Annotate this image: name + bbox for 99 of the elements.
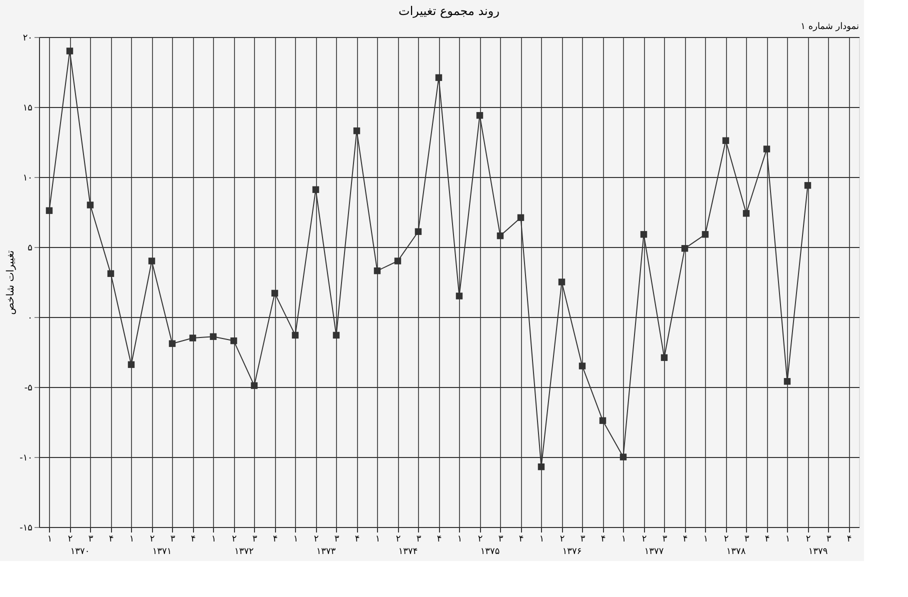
point	[578, 362, 586, 370]
point	[681, 245, 688, 252]
x-tick-label: ۱	[129, 534, 134, 544]
text: ۱۳۷۱	[152, 547, 172, 557]
point	[435, 74, 442, 81]
point	[128, 361, 135, 368]
point	[332, 332, 340, 339]
chart-title: روند مجموع تغییرات	[398, 4, 500, 18]
point	[722, 137, 730, 144]
text: ۱۳۷۰	[70, 547, 90, 557]
text: ۱۳۷۲	[234, 547, 254, 557]
point	[599, 417, 606, 424]
point	[189, 334, 196, 342]
x-tick-label: ۲	[232, 534, 237, 544]
x-tick-label: ۳	[826, 534, 832, 544]
x-tick-label: ۱	[703, 534, 708, 544]
x-tick-label: ۱	[293, 534, 298, 544]
point	[702, 231, 709, 238]
x-tick-label: ۳	[498, 534, 504, 544]
point	[517, 214, 524, 221]
chart-subtitle: نمودار شماره ۱	[800, 22, 859, 32]
point	[86, 202, 94, 208]
x-tick-label: ۴	[764, 534, 770, 544]
point	[353, 127, 360, 134]
point	[414, 228, 422, 235]
x-tick-label: ۴	[518, 534, 524, 544]
point	[456, 292, 463, 300]
x-tick-label: ۴	[600, 534, 606, 544]
y-tick-label: ۵	[28, 244, 33, 254]
point	[476, 112, 484, 119]
x-tick-label: ۱	[457, 534, 462, 544]
text: ۱۳۷۵	[480, 547, 500, 557]
x-tick-label: ۴	[190, 534, 196, 544]
text: ۱۳۷۸	[726, 547, 746, 557]
text: ۱۳۷۹	[808, 547, 828, 557]
y-axis-title: تغییرات شاخص	[6, 250, 17, 315]
x-tick-label: ۲	[642, 534, 647, 544]
text: ۱۳۷۴	[398, 547, 418, 557]
point	[538, 463, 545, 470]
point	[784, 378, 791, 385]
point	[46, 207, 53, 214]
point	[148, 258, 156, 264]
y-tick-label: -۵	[24, 384, 33, 394]
point	[742, 210, 750, 217]
x-tick-label: ۲	[150, 534, 155, 544]
x-tick-label: ۴	[108, 534, 114, 544]
x-tick-label: ۳	[744, 534, 750, 544]
point	[168, 340, 176, 347]
x-tick-label: ۲	[724, 534, 729, 544]
x-tick-label: ۳	[252, 534, 258, 544]
point	[271, 290, 278, 297]
point	[107, 270, 114, 277]
x-tick-label: ۴	[272, 534, 278, 544]
x-tick-label: ۲	[314, 534, 319, 544]
point	[374, 267, 381, 274]
x-tick-label: ۱	[785, 534, 790, 544]
point	[804, 182, 812, 189]
point	[394, 258, 402, 264]
y-tick-label: ۱۵	[22, 104, 33, 114]
x-tick-label: ۱	[539, 534, 544, 544]
x-tick-label: ۱	[47, 534, 52, 544]
point	[292, 332, 299, 339]
point	[66, 48, 74, 54]
x-tick-label: ۳	[662, 534, 668, 544]
x-tick-label: ۲	[560, 534, 565, 544]
text: ۱۳۷۳	[316, 547, 336, 557]
x-tick-label: ۳	[334, 534, 340, 544]
point	[250, 382, 258, 389]
x-tick-label: ۳	[416, 534, 422, 544]
x-tick-label: ۲	[478, 534, 483, 544]
point	[210, 333, 217, 340]
point	[558, 278, 566, 286]
x-tick-label: ۲	[396, 534, 401, 544]
x-tick-label: ۴	[436, 534, 442, 544]
x-tick-label: ۴	[354, 534, 360, 544]
point	[230, 337, 238, 344]
text: ۱۳۷۷	[644, 547, 664, 557]
x-tick-label: ۱	[211, 534, 216, 544]
point	[620, 454, 627, 460]
point	[640, 231, 648, 238]
x-tick-label: ۱	[375, 534, 380, 544]
point	[312, 186, 320, 193]
y-tick-label: -۱۰	[20, 454, 32, 464]
x-tick-label: ۳	[580, 534, 586, 544]
y-tick-label: -۱۵	[20, 524, 33, 534]
point	[660, 354, 668, 361]
x-tick-label: ۳	[170, 534, 176, 544]
y-tick-label: ۲۰	[22, 34, 32, 44]
point	[496, 232, 504, 240]
text: ۱۳۷۶	[562, 547, 582, 557]
x-tick-label: ۴	[846, 534, 852, 544]
x-tick-label: ۱	[621, 534, 626, 544]
x-tick-label: ۴	[682, 534, 688, 544]
x-tick-label: ۲	[68, 534, 73, 544]
x-tick-label: ۲	[806, 534, 811, 544]
point	[763, 146, 770, 152]
y-tick-label: ۰	[28, 314, 32, 324]
x-tick-label: ۳	[88, 534, 94, 544]
y-tick-label: ۱۰	[22, 174, 32, 184]
